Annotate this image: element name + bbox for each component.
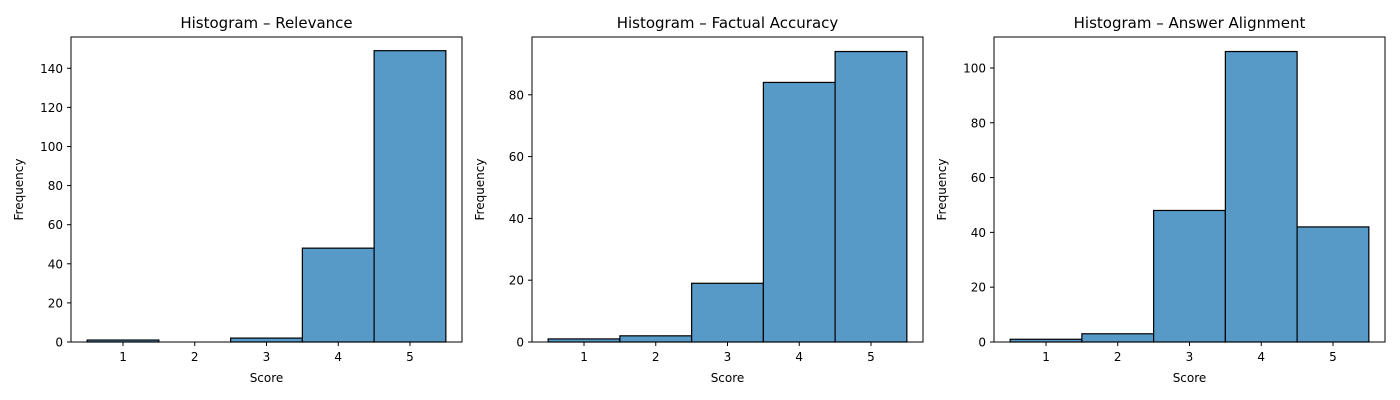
y-tick-label: 0 bbox=[978, 336, 986, 350]
y-tick-label: 40 bbox=[509, 212, 524, 226]
x-tick-label: 1 bbox=[580, 350, 588, 364]
x-tick-label: 2 bbox=[1114, 350, 1122, 364]
y-tick-label: 100 bbox=[40, 140, 63, 154]
y-tick-label: 20 bbox=[48, 296, 63, 310]
x-axis-label: Score bbox=[1173, 371, 1207, 385]
x-tick-label: 3 bbox=[263, 350, 271, 364]
y-tick-label: 80 bbox=[971, 116, 986, 130]
histogram-bar bbox=[1296, 226, 1370, 343]
y-tick-label: 60 bbox=[509, 150, 524, 164]
x-tick-label: 3 bbox=[1186, 350, 1194, 364]
x-tick-label: 5 bbox=[406, 350, 414, 364]
histogram-bar bbox=[1224, 50, 1298, 343]
histogram-bar bbox=[691, 282, 764, 343]
histogram-bar bbox=[1153, 209, 1226, 343]
x-tick-label: 4 bbox=[1257, 350, 1265, 364]
histogram-bar bbox=[762, 81, 836, 343]
x-axis-label: Score bbox=[711, 371, 745, 385]
x-tick-label: 1 bbox=[1042, 350, 1050, 364]
x-tick-label: 2 bbox=[191, 350, 199, 364]
histogram-bar bbox=[1081, 333, 1155, 343]
chart-title: Histogram – Relevance bbox=[180, 14, 352, 32]
y-tick-label: 20 bbox=[971, 281, 986, 295]
y-axis-label: Frequency bbox=[935, 159, 949, 221]
y-tick-label: 60 bbox=[48, 218, 63, 232]
y-axis-label: Frequency bbox=[473, 159, 487, 221]
chart-title: Histogram – Factual Accuracy bbox=[617, 14, 839, 32]
y-tick-label: 20 bbox=[509, 274, 524, 288]
x-axis-label: Score bbox=[250, 371, 284, 385]
panel-factual-accuracy: Histogram – Factual Accuracy Frequency S… bbox=[473, 14, 924, 385]
x-tick-label: 5 bbox=[1329, 350, 1337, 364]
chart-title: Histogram – Answer Alignment bbox=[1074, 14, 1306, 32]
y-tick-label: 100 bbox=[963, 61, 986, 75]
x-tick-label: 2 bbox=[652, 350, 660, 364]
histogram-bar bbox=[230, 337, 303, 343]
histogram-bar bbox=[373, 50, 447, 343]
y-tick-label: 40 bbox=[971, 226, 986, 240]
y-tick-label: 40 bbox=[48, 257, 63, 271]
y-tick-label: 120 bbox=[40, 101, 63, 115]
x-tick-label: 1 bbox=[119, 350, 127, 364]
y-tick-label: 0 bbox=[516, 336, 524, 350]
x-tick-label: 4 bbox=[795, 350, 803, 364]
y-tick-label: 80 bbox=[509, 88, 524, 102]
x-tick-label: 5 bbox=[867, 350, 875, 364]
histogram-bar bbox=[619, 335, 693, 343]
y-tick-label: 80 bbox=[48, 179, 63, 193]
x-tick-label: 4 bbox=[334, 350, 342, 364]
x-tick-label: 3 bbox=[724, 350, 732, 364]
y-axis-label: Frequency bbox=[12, 159, 26, 221]
histogram-bar bbox=[834, 50, 908, 343]
panel-answer-alignment: Histogram – Answer Alignment Frequency S… bbox=[935, 14, 1386, 385]
y-tick-label: 60 bbox=[971, 171, 986, 185]
y-tick-label: 140 bbox=[40, 62, 63, 76]
y-tick-label: 0 bbox=[55, 336, 63, 350]
histogram-bar bbox=[301, 247, 375, 343]
